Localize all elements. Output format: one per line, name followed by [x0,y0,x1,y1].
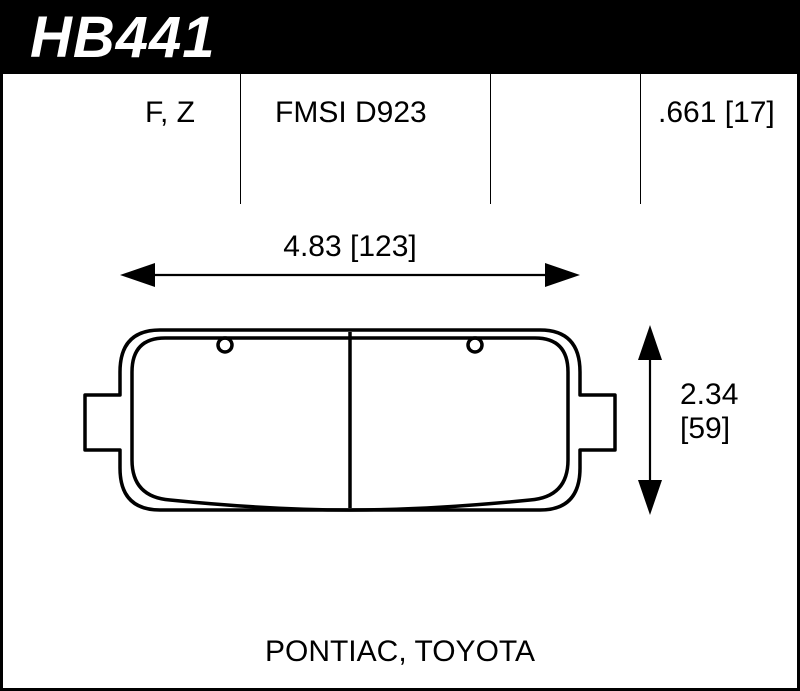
width-dimension-arrow [120,263,580,287]
brake-pad-shape [85,330,615,510]
vehicle-application-label: PONTIAC, TOYOTA [0,635,800,669]
height-mm: [59] [680,412,738,446]
height-inches: 2.34 [680,378,738,412]
brake-pad-diagram [0,0,800,691]
width-dimension-label: 4.83 [123] [270,230,430,264]
width-mm: [123] [350,230,417,263]
height-dimension-arrow [638,325,662,515]
width-inches: 4.83 [283,230,341,263]
height-dimension-label: 2.34 [59] [680,378,738,446]
